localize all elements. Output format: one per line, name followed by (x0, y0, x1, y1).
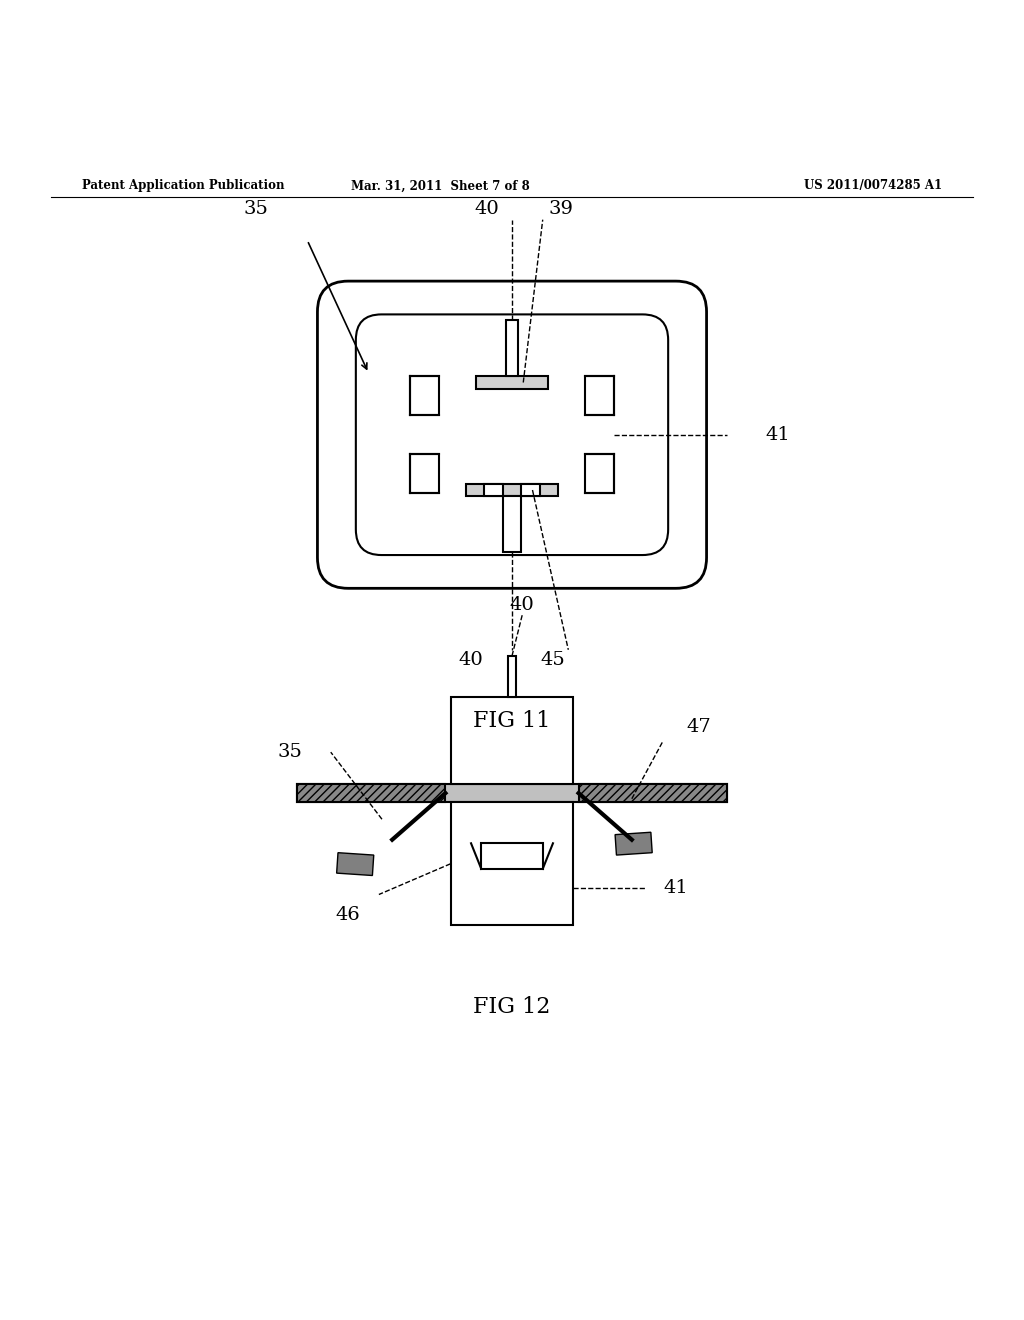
Text: 39: 39 (549, 201, 573, 218)
Bar (484, 484, 503, 496)
Text: 40: 40 (474, 201, 499, 218)
Bar (337, 853, 374, 875)
Bar (508, 656, 516, 697)
Text: 35: 35 (244, 201, 268, 218)
FancyBboxPatch shape (317, 281, 707, 589)
Bar (297, 784, 727, 803)
Bar (451, 697, 573, 784)
Bar (585, 454, 613, 494)
Bar (410, 376, 438, 416)
Text: Mar. 31, 2011  Sheet 7 of 8: Mar. 31, 2011 Sheet 7 of 8 (351, 180, 529, 193)
Bar (579, 784, 727, 803)
Bar (503, 496, 521, 553)
Bar (410, 454, 438, 494)
Text: US 2011/0074285 A1: US 2011/0074285 A1 (804, 180, 942, 193)
Bar (476, 376, 548, 388)
Text: 45: 45 (541, 651, 565, 669)
Bar (466, 484, 558, 496)
Text: 35: 35 (278, 743, 302, 762)
Text: FIG 12: FIG 12 (473, 997, 551, 1018)
Text: 41: 41 (766, 426, 791, 444)
Text: 47: 47 (686, 718, 711, 735)
Bar (585, 376, 613, 416)
Text: Patent Application Publication: Patent Application Publication (82, 180, 285, 193)
Bar (615, 832, 652, 855)
Text: 46: 46 (336, 906, 360, 924)
Text: FIG 11: FIG 11 (473, 710, 551, 733)
Text: 40: 40 (510, 595, 535, 614)
Text: 41: 41 (664, 879, 688, 898)
Bar (521, 484, 540, 496)
FancyBboxPatch shape (356, 314, 668, 554)
Bar (297, 784, 445, 803)
Bar (506, 319, 518, 376)
Bar (481, 843, 543, 869)
Text: 40: 40 (459, 651, 483, 669)
Bar (451, 803, 573, 925)
